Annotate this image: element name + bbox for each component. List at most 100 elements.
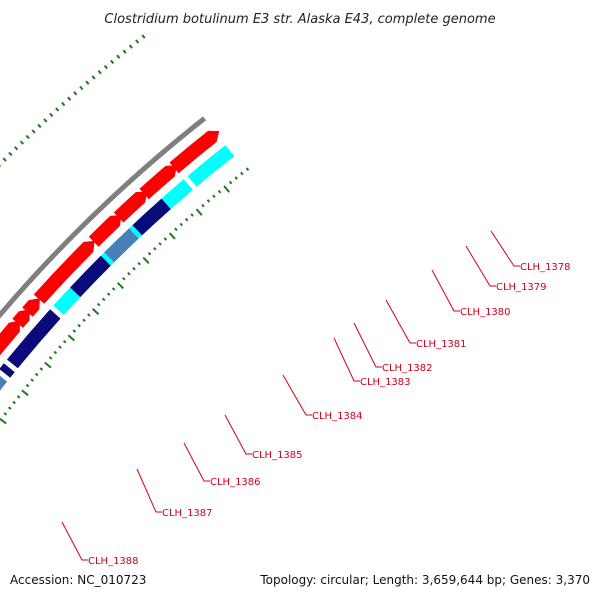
tick-layer: 1475 kbp1476 kbp1477 kbp1478 kbp1479 kbp… (0, 34, 250, 425)
inner-scale-tick (158, 242, 162, 246)
inner-scale-tick (132, 266, 136, 271)
inner-scale-tick (77, 323, 81, 328)
inner-scale-tick (174, 227, 178, 232)
accession-text: Accession: NC_010723 (10, 573, 147, 587)
gene-label: CLH_1383 (360, 377, 411, 388)
gene-block (53, 291, 77, 315)
gene-block (165, 179, 193, 206)
scale-minor-tick (55, 107, 60, 112)
gene-leader-line (224, 414, 252, 455)
gene-label: CLH_1386 (210, 477, 261, 488)
scale-minor-tick (14, 146, 19, 151)
scale-minor-tick (73, 91, 78, 96)
inner-scale-tick (147, 251, 152, 256)
scale-minor-tick (19, 140, 25, 145)
inner-scale-tick (44, 361, 52, 369)
gene-leader-line (385, 299, 416, 344)
gene-block (7, 309, 61, 369)
forward-cds-arrow (12, 309, 30, 328)
inner-scale-tick (0, 417, 7, 425)
inner-scale-tick (223, 185, 230, 193)
scale-minor-tick (2, 157, 7, 162)
gene-label: CLH_1381 (416, 339, 467, 350)
inner-scale-tick (240, 171, 244, 176)
inner-scale-tick (184, 217, 189, 222)
inner-scale-tick (137, 261, 141, 266)
scale-minor-tick (128, 44, 133, 49)
gene-leader-line (61, 521, 88, 561)
scale-minor-tick (31, 129, 36, 134)
scale-minor-tick (141, 34, 146, 39)
inner-scale-tick (195, 208, 203, 216)
scale-minor-tick (8, 151, 13, 157)
inner-scale-tick (48, 356, 53, 360)
scale-minor-tick (67, 96, 72, 101)
inner-scale-tick (12, 400, 16, 405)
gene-label: CLH_1388 (88, 556, 139, 567)
inner-scale-tick (190, 213, 194, 217)
inner-scale-tick (101, 297, 106, 302)
inner-scale-tick (82, 318, 86, 323)
inner-scale-tick (67, 334, 76, 342)
inner-scale-tick (72, 329, 77, 333)
inner-scale-tick (179, 222, 184, 227)
inner-scale-tick (217, 189, 222, 194)
scale-minor-tick (79, 85, 84, 91)
inner-scale-tick (53, 350, 58, 355)
backbone-layer (0, 116, 207, 319)
inner-scale-tick (106, 292, 111, 296)
inner-scale-tick (206, 199, 211, 203)
scale-minor-tick (49, 112, 54, 118)
scale-minor-tick (110, 59, 115, 65)
gene-leader-line (431, 269, 460, 312)
forward-cds-arrow (33, 240, 95, 304)
forward-cds-arrow (88, 215, 122, 247)
gene-block (70, 255, 111, 298)
scale-minor-tick (37, 123, 42, 129)
gene-label: CLH_1387 (162, 508, 213, 519)
inner-scale-tick (116, 282, 125, 290)
scale-minor-tick (61, 101, 66, 107)
scale-minor-tick (85, 80, 90, 85)
inner-scale-tick (201, 203, 205, 208)
inner-scale-tick (168, 232, 176, 240)
inner-scale-tick (122, 277, 126, 281)
gene-block (132, 198, 171, 236)
gene-label: CLH_1382 (382, 363, 433, 374)
scale-minor-tick (122, 49, 127, 54)
gene-leader-line (183, 442, 210, 482)
inner-scale-tick (7, 406, 12, 410)
gene-leader-line (333, 337, 360, 382)
reverse-cds-band (187, 145, 235, 187)
inner-scale-tick (25, 383, 30, 388)
inner-scale-tick (234, 176, 238, 180)
inner-scale-tick (153, 246, 157, 251)
backbone-ring (0, 116, 207, 319)
scale-minor-tick (116, 54, 121, 59)
inner-scale-tick (212, 194, 216, 199)
inner-scale-tick (96, 302, 101, 307)
gene-label-layer: CLH_1378 CLH_1379 CLH_1380 CLH_1381 CLH_1382… (61, 230, 571, 567)
inner-scale-tick (87, 313, 91, 317)
gene-label: CLH_1379 (496, 282, 547, 293)
scale-minor-tick (25, 134, 30, 140)
gene-leader-line (353, 322, 382, 368)
inner-scale-tick (142, 256, 150, 265)
gene-label: CLH_1378 (520, 262, 571, 273)
inner-scale-tick (30, 378, 34, 382)
inner-scale-tick (16, 395, 21, 399)
gene-block (104, 228, 139, 263)
gene-leader-line (136, 468, 162, 513)
forward-cds-arrow (22, 298, 40, 317)
forward-cds-arrow (139, 165, 177, 200)
gene-leader-line (490, 230, 520, 267)
inner-scale-tick (62, 339, 67, 344)
inner-scale-tick (21, 389, 29, 397)
inner-scale-tick (3, 412, 8, 416)
topology-text: Topology: circular; Length: 3,659,644 bp… (260, 573, 590, 587)
inner-scale-tick (91, 308, 100, 315)
inner-scale-tick (111, 287, 116, 291)
gene-label: CLH_1380 (460, 307, 511, 318)
